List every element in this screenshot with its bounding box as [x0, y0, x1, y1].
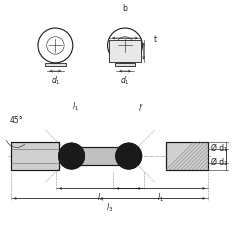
Text: $l_1$: $l_1$ — [157, 192, 164, 204]
Text: Ø d₂: Ø d₂ — [211, 158, 227, 167]
Bar — [73, 147, 128, 165]
Bar — [114, 62, 136, 66]
Bar — [166, 142, 208, 170]
Bar — [109, 40, 141, 62]
Bar — [166, 142, 208, 170]
Circle shape — [58, 143, 84, 169]
Bar — [109, 40, 141, 62]
Bar — [73, 147, 128, 165]
Bar — [45, 62, 66, 66]
Text: $d_1$: $d_1$ — [50, 74, 60, 86]
Bar — [45, 62, 66, 66]
Bar — [11, 142, 59, 170]
Text: $d_1$: $d_1$ — [120, 74, 130, 86]
Text: 45°: 45° — [10, 116, 23, 125]
Text: $l'$: $l'$ — [138, 102, 144, 113]
Text: Ø d₁: Ø d₁ — [211, 144, 227, 153]
Bar — [114, 62, 136, 66]
Text: $l_3$: $l_3$ — [106, 201, 113, 214]
Text: $l_1$: $l_1$ — [72, 100, 79, 113]
Text: $l_4$: $l_4$ — [96, 192, 104, 204]
Bar — [11, 142, 59, 170]
Text: b: b — [122, 4, 128, 13]
Circle shape — [116, 143, 142, 169]
Text: t: t — [154, 35, 157, 44]
